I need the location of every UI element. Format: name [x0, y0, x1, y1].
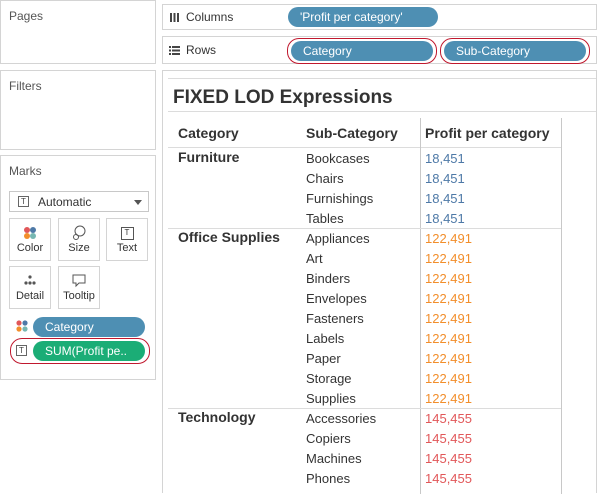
subcategory-label[interactable]: Envelopes	[306, 291, 367, 306]
rows-category-pill[interactable]: Category	[291, 41, 433, 61]
text-icon: T	[107, 225, 147, 241]
profit-value[interactable]: 122,491	[425, 331, 472, 346]
profit-value[interactable]: 122,491	[425, 311, 472, 326]
tooltip-bubble-icon	[59, 273, 99, 289]
dropdown-arrow-icon	[134, 200, 142, 205]
subcategory-label[interactable]: Appliances	[306, 231, 370, 246]
rows-subcategory-pill[interactable]: Sub-Category	[444, 41, 586, 61]
profit-value[interactable]: 145,455	[425, 431, 472, 446]
subcategory-label[interactable]: Chairs	[306, 171, 344, 186]
subcategory-label[interactable]: Fasteners	[306, 311, 364, 326]
subcategory-label[interactable]: Furnishings	[306, 191, 374, 206]
size-icon	[59, 225, 99, 241]
profit-value[interactable]: 122,491	[425, 251, 472, 266]
detail-dots-icon	[10, 273, 50, 289]
highlight-ring	[287, 38, 437, 64]
filters-card-title: Filters	[9, 79, 42, 93]
subcategory-label[interactable]: Phones	[306, 471, 351, 486]
columns-shelf[interactable]: Columns 'Profit per category'	[162, 4, 597, 30]
group-divider	[168, 408, 561, 409]
rows-shelf[interactable]: Rows Category Sub-Category	[162, 36, 597, 64]
mark-type-value: Automatic	[38, 195, 92, 209]
subcategory-label[interactable]: Machines	[306, 451, 362, 466]
detail-tile-label: Detail	[15, 290, 45, 302]
filters-card[interactable]: Filters	[0, 70, 156, 150]
marks-card-title: Marks	[9, 164, 42, 178]
mark-type-dropdown[interactable]: T Automatic	[9, 191, 149, 212]
profit-value[interactable]: 145,455	[425, 471, 472, 486]
highlight-ring	[10, 338, 150, 364]
text-tile[interactable]: T Text	[106, 218, 148, 261]
category-label[interactable]: Technology	[178, 409, 256, 425]
category-label[interactable]: Office Supplies	[178, 229, 280, 245]
columns-label-text: Columns	[186, 10, 234, 24]
subcategory-label[interactable]: Paper	[306, 351, 341, 366]
subcategory-label[interactable]: Bookcases	[306, 151, 370, 166]
tooltip-tile[interactable]: Tooltip	[58, 266, 100, 309]
subcategory-label[interactable]: Storage	[306, 371, 352, 386]
columns-profit-pill[interactable]: 'Profit per category'	[288, 7, 438, 27]
color-dots-icon	[10, 225, 50, 241]
size-tile[interactable]: Size	[58, 218, 100, 261]
subcategory-label[interactable]: Accessories	[306, 411, 377, 426]
profit-value[interactable]: 18,451	[425, 151, 465, 166]
text-mark-icon: T	[18, 196, 29, 207]
group-divider	[168, 228, 561, 229]
profit-value[interactable]: 122,491	[425, 371, 472, 386]
color-dots-icon	[15, 319, 29, 336]
profit-value[interactable]: 18,451	[425, 211, 465, 226]
subcategory-label[interactable]: Supplies	[306, 391, 356, 406]
marks-category-pill[interactable]: Category	[33, 317, 145, 337]
subcategory-label[interactable]: Binders	[306, 271, 351, 286]
subcategory-label[interactable]: Tables	[306, 211, 344, 226]
subcategory-label[interactable]: Art	[306, 251, 323, 266]
profit-value[interactable]: 122,491	[425, 351, 472, 366]
viz-title-bar	[168, 78, 596, 112]
header-category: Category	[178, 125, 239, 141]
profit-value[interactable]: 122,491	[425, 231, 472, 246]
marks-sum-profit-pill[interactable]: SUM(Profit pe..	[33, 341, 145, 361]
subcategory-label[interactable]: Labels	[306, 331, 345, 346]
text-mark-icon: T	[16, 345, 27, 356]
view-panel: FIXED LOD Expressions Category Sub-Categ…	[162, 70, 597, 494]
profit-value[interactable]: 18,451	[425, 191, 465, 206]
highlight-ring	[440, 38, 590, 64]
header-divider	[168, 147, 561, 148]
pages-card: Pages	[0, 0, 156, 64]
pages-card-title: Pages	[9, 9, 44, 23]
header-subcategory: Sub-Category	[306, 125, 398, 141]
rows-shelf-label: Rows	[169, 43, 216, 57]
header-profit-per-category: Profit per category	[425, 125, 550, 141]
size-tile-label: Size	[68, 242, 90, 254]
profit-value[interactable]: 18,451	[425, 171, 465, 186]
measure-column-right-border	[561, 118, 562, 494]
profit-value[interactable]: 145,455	[425, 411, 472, 426]
tooltip-tile-label: Tooltip	[63, 290, 95, 302]
profit-value[interactable]: 145,455	[425, 451, 472, 466]
measure-column-left-border	[420, 118, 421, 494]
subcategory-label[interactable]: Copiers	[306, 431, 351, 446]
viz-title: FIXED LOD Expressions	[173, 87, 393, 108]
rows-icon	[169, 45, 180, 55]
color-tile[interactable]: Color	[9, 218, 51, 261]
columns-shelf-label: Columns	[169, 10, 233, 24]
detail-tile[interactable]: Detail	[9, 266, 51, 309]
color-tile-label: Color	[16, 242, 44, 254]
profit-value[interactable]: 122,491	[425, 271, 472, 286]
rows-label-text: Rows	[186, 43, 217, 57]
profit-value[interactable]: 122,491	[425, 291, 472, 306]
category-label[interactable]: Furniture	[178, 149, 240, 165]
columns-icon	[170, 12, 179, 22]
text-tile-label: Text	[116, 242, 138, 254]
profit-value[interactable]: 122,491	[425, 391, 472, 406]
